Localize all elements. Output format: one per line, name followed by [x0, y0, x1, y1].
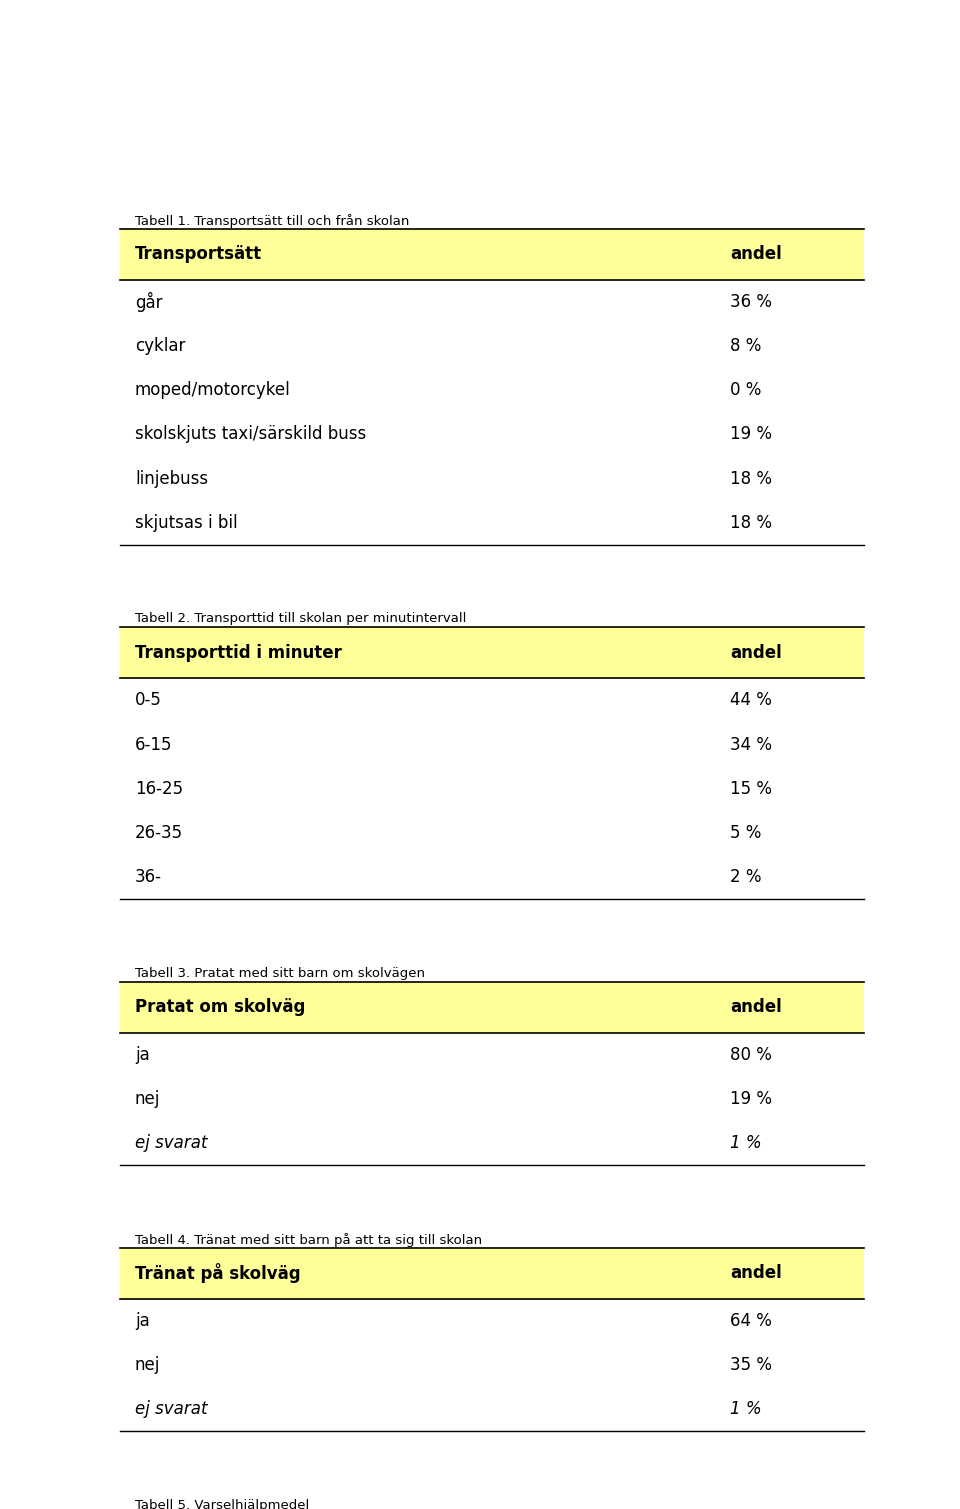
Text: 16-25: 16-25: [134, 780, 183, 798]
Text: Pratat om skolväg: Pratat om skolväg: [134, 999, 305, 1016]
Text: 2 %: 2 %: [730, 868, 761, 886]
Text: 34 %: 34 %: [730, 735, 772, 753]
Text: cyklar: cyklar: [134, 337, 185, 355]
Text: 18 %: 18 %: [730, 513, 772, 531]
Text: andel: andel: [730, 1265, 781, 1283]
Text: 18 %: 18 %: [730, 469, 772, 487]
Text: 36 %: 36 %: [730, 293, 772, 311]
Text: skjutsas i bil: skjutsas i bil: [134, 513, 237, 531]
Text: Tabell 1. Transportsätt till och från skolan: Tabell 1. Transportsätt till och från sk…: [134, 214, 409, 228]
Text: 64 %: 64 %: [730, 1311, 772, 1329]
Bar: [120, 229, 864, 279]
Text: linjebuss: linjebuss: [134, 469, 208, 487]
Text: 0-5: 0-5: [134, 691, 161, 709]
Text: 8 %: 8 %: [730, 337, 761, 355]
Text: moped/motorcykel: moped/motorcykel: [134, 382, 291, 400]
Text: Tabell 3. Pratat med sitt barn om skolvägen: Tabell 3. Pratat med sitt barn om skolvä…: [134, 967, 425, 979]
Text: 5 %: 5 %: [730, 824, 761, 842]
Text: andel: andel: [730, 999, 781, 1016]
Text: 26-35: 26-35: [134, 824, 183, 842]
Text: 80 %: 80 %: [730, 1046, 772, 1064]
Text: 19 %: 19 %: [730, 1089, 772, 1108]
Text: ja: ja: [134, 1046, 150, 1064]
Text: ja: ja: [134, 1311, 150, 1329]
Text: 44 %: 44 %: [730, 691, 772, 709]
Bar: [120, 982, 864, 1032]
Text: Tabell 5. Varselhjälpmedel: Tabell 5. Varselhjälpmedel: [134, 1498, 309, 1509]
Text: Tabell 4. Tränat med sitt barn på att ta sig till skolan: Tabell 4. Tränat med sitt barn på att ta…: [134, 1233, 482, 1246]
Bar: [120, 1248, 864, 1299]
Text: 36-: 36-: [134, 868, 162, 886]
Text: Tabell 2. Transporttid till skolan per minutintervall: Tabell 2. Transporttid till skolan per m…: [134, 613, 467, 625]
Text: 1 %: 1 %: [730, 1135, 761, 1153]
Text: andel: andel: [730, 246, 781, 263]
Text: 35 %: 35 %: [730, 1357, 772, 1375]
Text: nej: nej: [134, 1357, 160, 1375]
Text: nej: nej: [134, 1089, 160, 1108]
Text: 6-15: 6-15: [134, 735, 173, 753]
Text: Transportsätt: Transportsätt: [134, 246, 262, 263]
Text: 0 %: 0 %: [730, 382, 761, 400]
Text: 19 %: 19 %: [730, 426, 772, 444]
Text: 15 %: 15 %: [730, 780, 772, 798]
Text: ej svarat: ej svarat: [134, 1400, 207, 1418]
Bar: [120, 628, 864, 679]
Text: ej svarat: ej svarat: [134, 1135, 207, 1153]
Text: går: går: [134, 291, 162, 312]
Text: skolskjuts taxi/särskild buss: skolskjuts taxi/särskild buss: [134, 426, 366, 444]
Text: Transporttid i minuter: Transporttid i minuter: [134, 644, 342, 662]
Text: andel: andel: [730, 644, 781, 662]
Text: Tränat på skolväg: Tränat på skolväg: [134, 1263, 300, 1283]
Text: 1 %: 1 %: [730, 1400, 761, 1418]
